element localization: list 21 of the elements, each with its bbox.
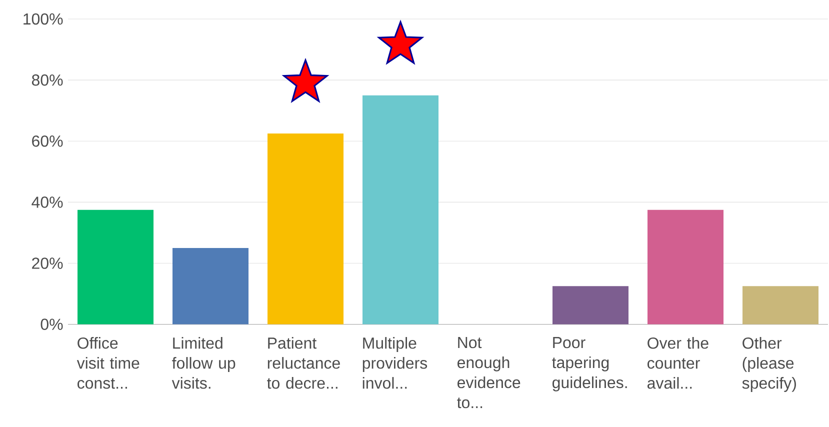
y-tick-label: 60% [32,135,63,147]
x-tick-label: Other (please specify) [742,337,796,392]
y-tick-label: 20% [32,258,63,269]
y-tick-label: 80% [32,74,63,86]
x-tick-label: Office visit time const... [76,337,140,389]
bar [647,210,724,324]
bar [552,286,628,324]
bar [742,286,818,324]
x-tick-label: Limited follow up visits. [172,337,236,389]
bar [362,95,438,324]
x-tick-label: Over the counter avail... [648,337,708,389]
bar [268,133,344,324]
x-tick-label: Patient reluctance to decre... [267,337,340,389]
y-tick-label: 40% [32,196,63,208]
bar [78,210,154,324]
x-tick-label: Not enough evidence to... [457,337,520,408]
x-tick-label: Multiple providers invol... [362,337,428,389]
bar [172,248,249,324]
y-tick-label: 100% [24,13,63,25]
y-tick-label: 0% [40,318,63,330]
x-tick-label: Poor tapering guidelines. [552,337,627,392]
